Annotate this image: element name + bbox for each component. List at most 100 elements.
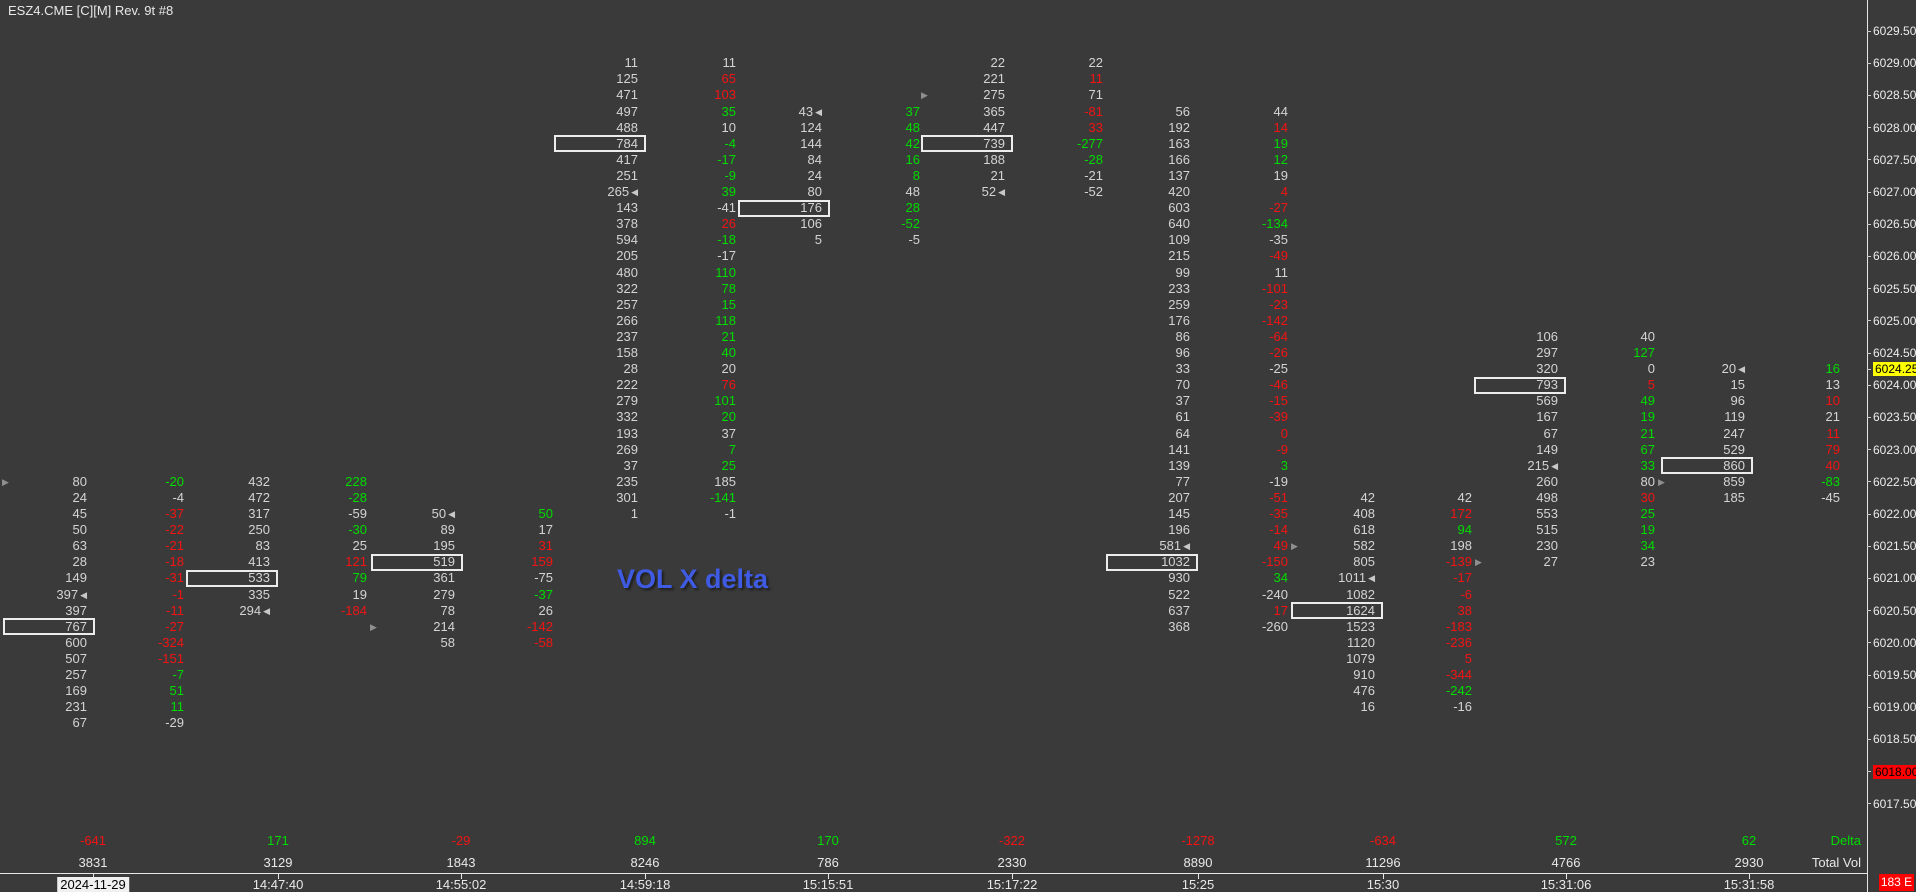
delta-cell: 34 [1273,570,1288,586]
delta-cell: -9 [724,167,736,183]
total-vol-row-label: Total Vol [1811,855,1861,870]
vol-cell: 50 [72,522,87,538]
delta-cell: -37 [534,586,553,602]
poc-box [1106,553,1198,571]
delta-cell: -15 [1269,393,1288,409]
vol-cell: 215 ◀ [1527,457,1558,473]
price-label: 6018.50 [1873,732,1916,747]
vol-cell: 368 [1168,618,1190,634]
vol-cell: 250 [248,522,270,538]
bar-total-volume: 3129 [263,855,293,870]
vol-cell: 67 [1543,425,1558,441]
price-label: 6021.00 [1873,571,1916,586]
vol-cell: 860 [1723,457,1745,473]
timestamp-label: 15:31:06 [1540,877,1592,892]
delta-cell: 79 [352,570,367,586]
vol-cell: 582 [1353,538,1375,554]
delta-cell: 28 [905,200,920,216]
delta-cell: 37 [721,425,736,441]
delta-cell: 17 [538,522,553,538]
vol-cell: 192 [1168,119,1190,135]
vol-cell: 233 [1168,280,1190,296]
delta-cell: 79 [1825,441,1840,457]
vol-cell: 124 [800,119,822,135]
poc-box [1661,457,1753,475]
close-marker-icon: ◀ [815,106,822,117]
time-tick [1012,873,1013,879]
delta-cell: 7 [728,441,736,457]
delta-cell: 80 [1640,473,1655,489]
vol-cell: 158 [616,345,638,360]
close-marker-icon: ◀ [631,187,638,197]
vol-cell: 447 [983,119,1005,135]
vol-cell: 805 [1353,554,1375,570]
vol-cell: 1011 ◀ [1338,570,1375,586]
vol-cell: 432 [248,473,270,489]
price-tick [1867,674,1871,676]
poc-box [1291,602,1383,620]
vol-cell: 15 [1730,377,1745,393]
delta-cell: -260 [1261,618,1288,634]
price-label: 6024.50 [1873,346,1916,360]
delta-cell: 118 [715,312,736,328]
price-tick [1867,481,1871,483]
delta-cell: 37 [905,103,920,119]
delta-cell: -35 [1269,506,1288,521]
delta-cell: -324 [157,634,184,650]
vol-cell: 237 [616,328,638,344]
vol-cell: 497 [616,103,638,119]
vol-cell: 61 [1175,409,1190,425]
price-tick [1867,191,1871,193]
timestamp-label: 14:59:18 [619,877,671,892]
vol-cell: 320 [1536,361,1558,377]
poc-box [1474,376,1566,394]
delta-cell: 49 [1640,393,1655,409]
delta-cell: 17 [1273,602,1288,618]
price-tick [1867,352,1871,354]
delta-cell: -134 [1261,216,1288,232]
poc-box [921,135,1013,153]
vol-cell: 930 [1168,570,1190,586]
vol-cell: 22 [990,55,1005,71]
delta-cell: -242 [1445,683,1472,699]
delta-cell: 19 [1273,167,1288,183]
vol-cell: 149 [65,570,87,586]
delta-cell: -1 [724,506,736,521]
bar-total-volume: 11296 [1365,855,1401,870]
delta-cell: 31 [538,538,553,554]
vol-cell: 420 [1168,184,1190,199]
delta-cell: 65 [721,71,736,87]
delta-cell: 25 [352,538,367,554]
close-marker-icon: ◀ [1183,541,1190,552]
delta-cell: 48 [905,119,920,135]
vol-cell: 83 [255,538,270,554]
vol-cell: 472 [248,489,270,505]
delta-cell: -151 [157,650,184,666]
vol-cell: 275 [983,87,1005,103]
close-marker-icon: ◀ [80,589,87,600]
vol-cell: 361 [433,570,455,586]
price-label: 6023.00 [1873,442,1916,457]
delta-cell: -29 [165,715,184,731]
vol-cell: 269 [616,441,638,457]
delta-cell: 121 [345,554,367,570]
vol-cell: 247 [1723,425,1745,441]
vol-cell: 332 [616,409,638,425]
delta-cell: -17 [1453,570,1472,586]
delta-cell: 16 [905,151,920,167]
vol-cell: 50 ◀ [431,506,455,521]
timestamp-label: 15:15:51 [802,877,854,892]
delta-cell: 50 [538,506,553,521]
delta-cell: 11 [170,699,185,715]
open-marker-icon: ▶ [921,90,928,101]
vol-cell: 56 [1175,103,1190,119]
vol-cell: 1082 [1346,586,1375,602]
close-marker-icon: ◀ [1368,573,1375,584]
bar-delta-value: 62 [1741,833,1757,848]
vol-cell: 70 [1175,377,1190,393]
delta-cell: 10 [721,119,736,135]
vol-cell: 488 [616,119,638,135]
time-tick [1566,873,1567,879]
price-label: 6027.50 [1873,152,1916,167]
price-label: 6028.50 [1873,88,1916,103]
